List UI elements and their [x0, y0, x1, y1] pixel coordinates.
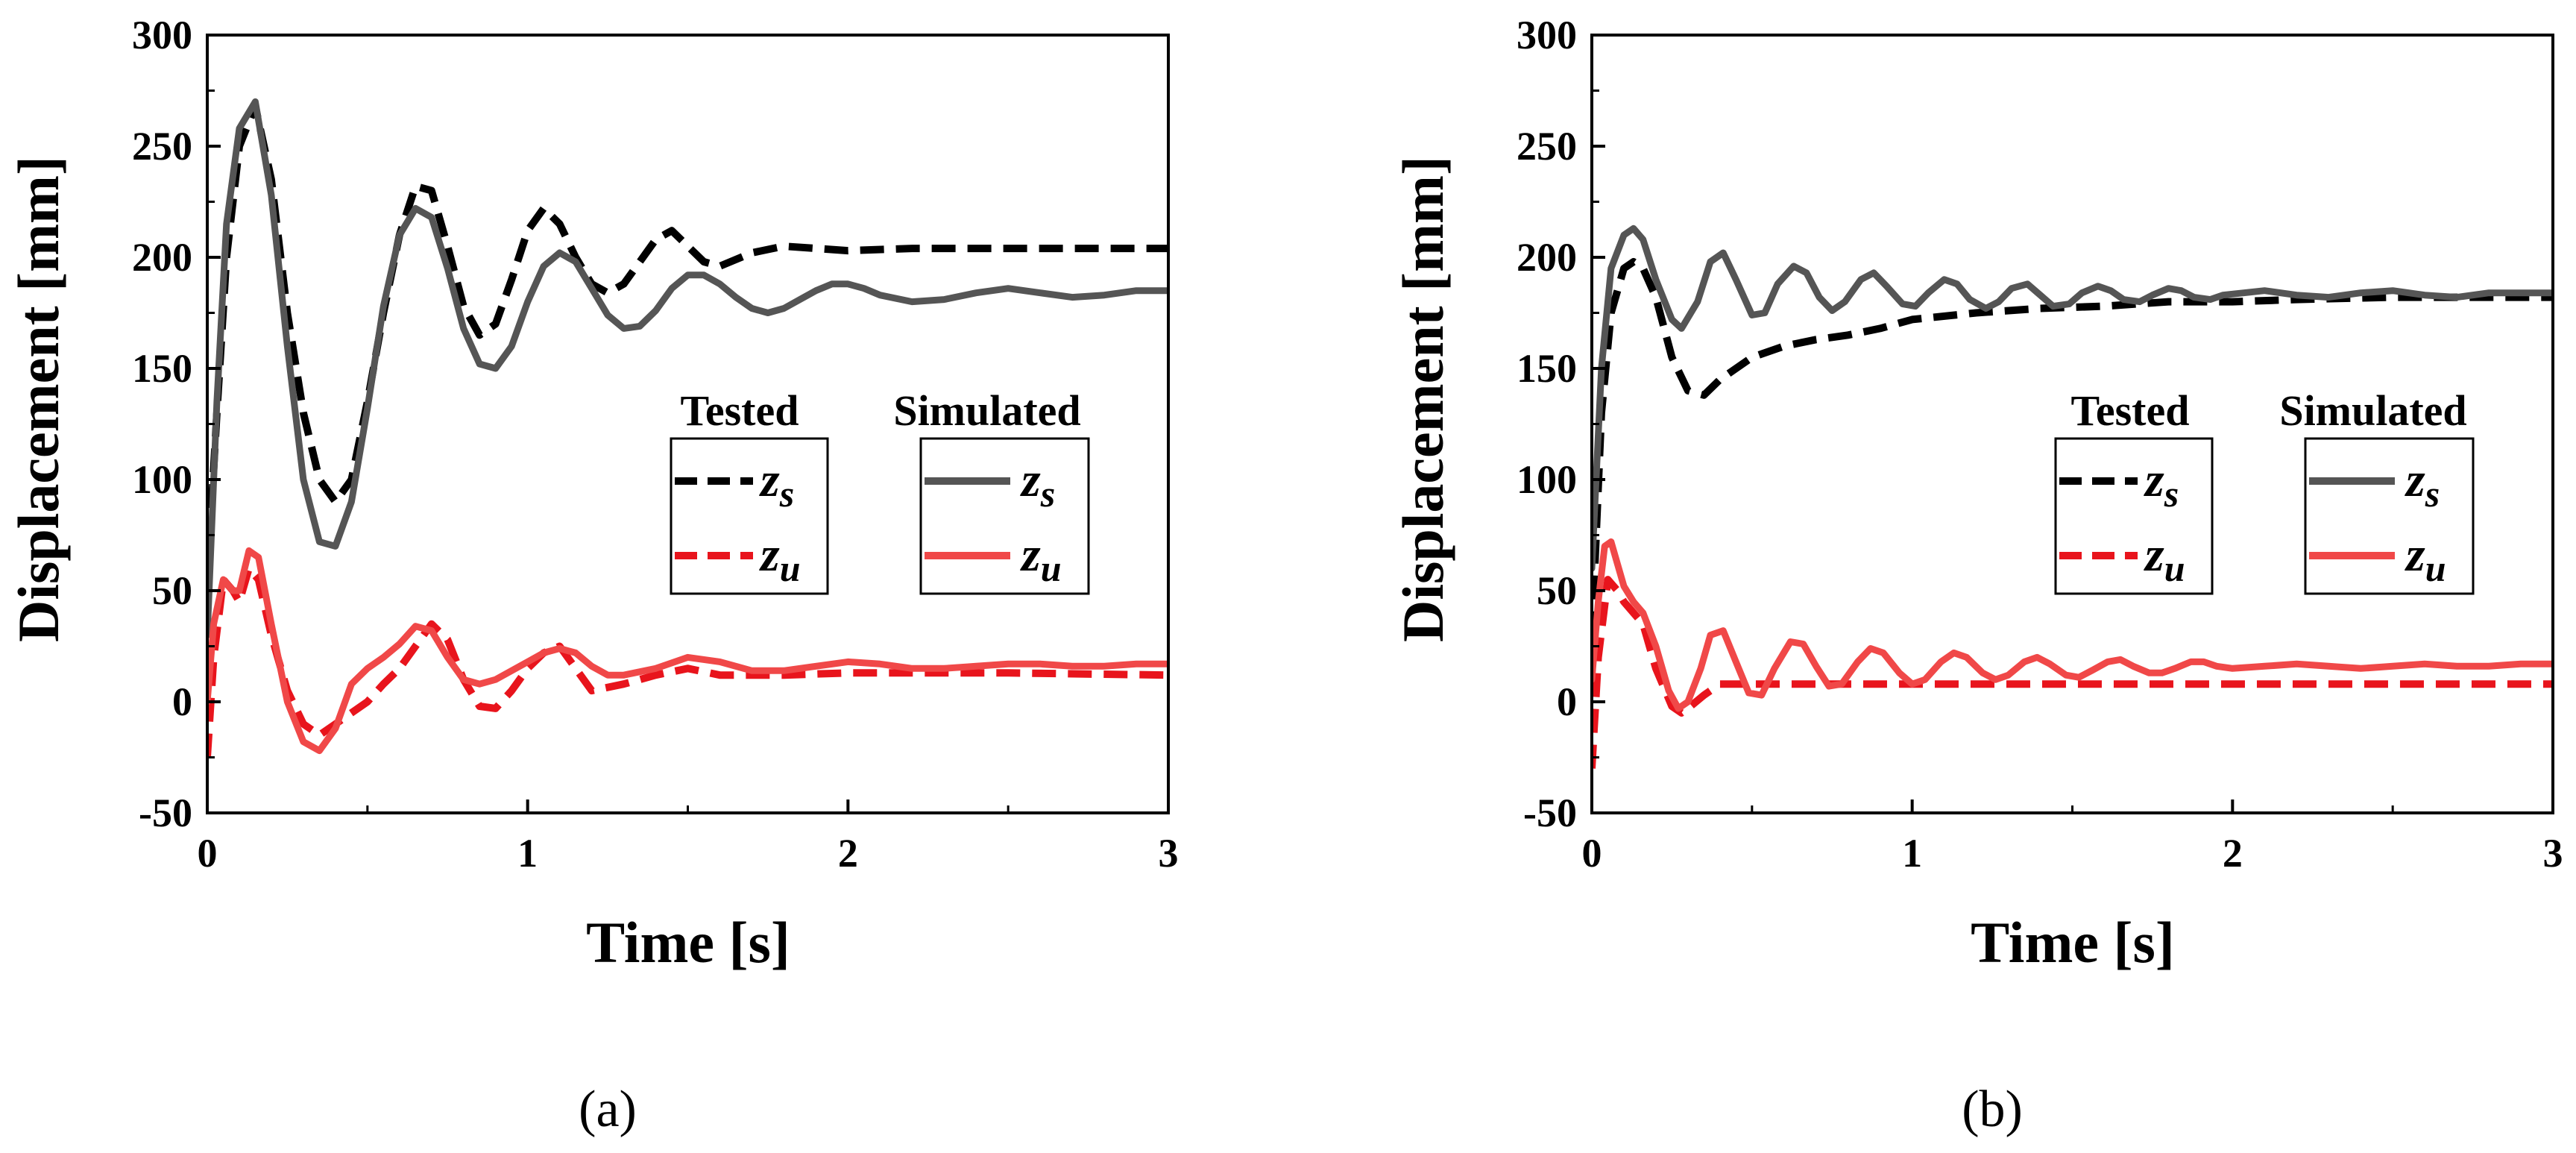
legend-label-tested-zs: zs [759, 453, 794, 515]
legend-label-simulated-zu: zu [1020, 527, 1062, 589]
legend-label-simulated-zs: zs [2405, 453, 2440, 515]
y-axis-label: Displacement [mm] [6, 156, 71, 642]
series-group [207, 98, 1168, 758]
y-tick-label: -50 [1523, 791, 1577, 835]
legend-label-simulated-zu: zu [2405, 527, 2446, 589]
series-line-tested-zs [207, 102, 1168, 580]
legend-label-simulated-zs: zs [1020, 453, 1055, 515]
x-tick-label: 1 [517, 831, 538, 876]
y-tick-label: 150 [132, 346, 192, 391]
y-tick-label: 300 [132, 13, 192, 57]
y-tick-label: 0 [172, 679, 192, 724]
y-tick-label: 200 [1517, 235, 1577, 280]
legend-label-tested-zu: zu [759, 527, 801, 589]
y-tick-label: 300 [1517, 13, 1577, 57]
y-axis-label: Displacement [mm] [1391, 156, 1455, 642]
y-tick-label: 250 [1517, 124, 1577, 169]
y-tick-label: 200 [132, 235, 192, 280]
y-tick-label: 100 [1517, 457, 1577, 502]
x-axis-label: Time [s] [586, 910, 790, 975]
y-tick-label: 50 [1537, 568, 1577, 613]
y-tick-label: 50 [152, 568, 192, 613]
y-tick-label: 250 [132, 124, 192, 169]
y-tick-label: 0 [1557, 679, 1577, 724]
legend-title-tested: Tested [681, 386, 799, 435]
series-line-tested-zu [207, 565, 1168, 758]
series-line-tested-zu [1592, 576, 2553, 769]
x-tick-label: 3 [2543, 831, 2563, 876]
x-tick-label: 2 [2223, 831, 2243, 876]
series-line-simulated-zs [207, 98, 1168, 639]
series-line-simulated-zu [207, 547, 1168, 755]
y-tick-label: 150 [1517, 346, 1577, 391]
legend-box-tested [2054, 437, 2214, 595]
legend-label-tested-zs: zs [2144, 453, 2179, 515]
legend: Tested Simulated zs zu zs zu [670, 386, 1090, 595]
y-tick-label: -50 [139, 791, 192, 835]
y-tick-label: 100 [132, 457, 192, 502]
legend-label-tested-zu: zu [2144, 527, 2185, 589]
x-tick-label: 3 [1159, 831, 1179, 876]
x-tick-label: 2 [838, 831, 858, 876]
panel-caption: (a) [579, 1081, 637, 1138]
x-axis-label: Time [s] [1971, 910, 2175, 975]
series-group [1592, 224, 2553, 769]
legend-box-simulated [919, 437, 1090, 595]
legend-title-tested: Tested [2071, 386, 2190, 435]
series-line-simulated-zs [1592, 224, 2553, 572]
series-line-tested-zs [1592, 258, 2553, 635]
x-tick-label: 1 [1902, 831, 1922, 876]
legend-box-tested [670, 437, 829, 595]
panel-caption: (b) [1962, 1081, 2023, 1138]
x-tick-label: 0 [1582, 831, 1602, 876]
series-line-simulated-zu [1592, 538, 2553, 712]
x-tick-label: 0 [198, 831, 218, 876]
legend-title-simulated: Simulated [2279, 386, 2466, 435]
legend: Tested Simulated zs zu zs zu [2054, 386, 2475, 595]
legend-title-simulated: Simulated [893, 386, 1080, 435]
legend-box-simulated [2304, 437, 2475, 595]
